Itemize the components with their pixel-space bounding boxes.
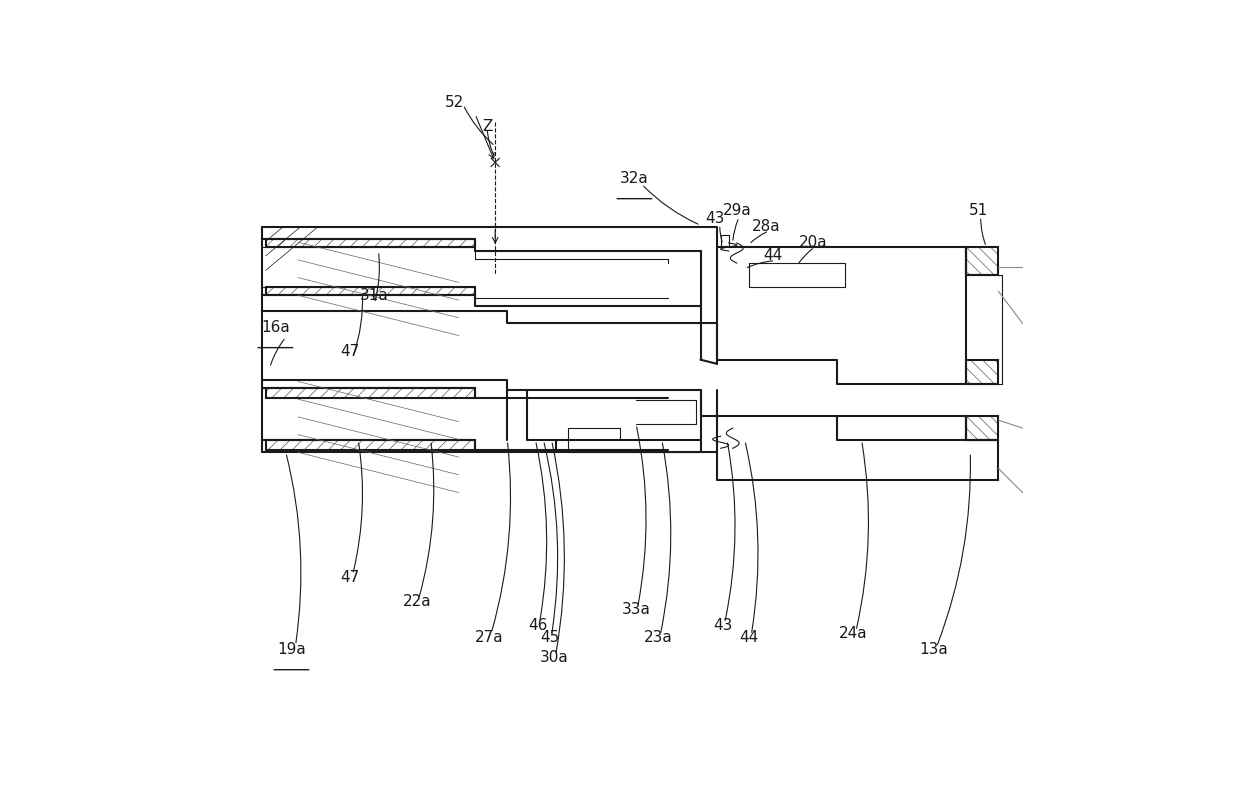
Text: 43: 43	[713, 618, 733, 633]
Text: 22a: 22a	[403, 594, 432, 608]
Text: 44: 44	[764, 247, 782, 263]
Text: 44: 44	[739, 630, 759, 645]
Text: 27a: 27a	[475, 630, 503, 645]
Text: 32a: 32a	[620, 171, 649, 186]
Text: 46: 46	[528, 618, 548, 633]
Text: 33a: 33a	[621, 602, 651, 617]
Text: 47: 47	[341, 344, 360, 360]
Text: 43: 43	[706, 212, 724, 226]
Text: 31a: 31a	[360, 288, 389, 303]
Text: 30a: 30a	[539, 650, 568, 665]
Text: 45: 45	[541, 630, 559, 645]
Text: 29a: 29a	[723, 204, 751, 218]
Text: 19a: 19a	[277, 642, 306, 657]
Text: Z: Z	[482, 119, 492, 133]
Text: 16a: 16a	[260, 320, 290, 335]
Text: 24a: 24a	[839, 626, 868, 641]
Text: 52: 52	[445, 95, 465, 110]
Text: 51: 51	[968, 204, 988, 218]
Text: 23a: 23a	[645, 630, 673, 645]
Text: 28a: 28a	[753, 219, 781, 234]
Text: 20a: 20a	[799, 235, 827, 250]
Text: 47: 47	[341, 570, 360, 585]
Text: 13a: 13a	[920, 642, 949, 657]
